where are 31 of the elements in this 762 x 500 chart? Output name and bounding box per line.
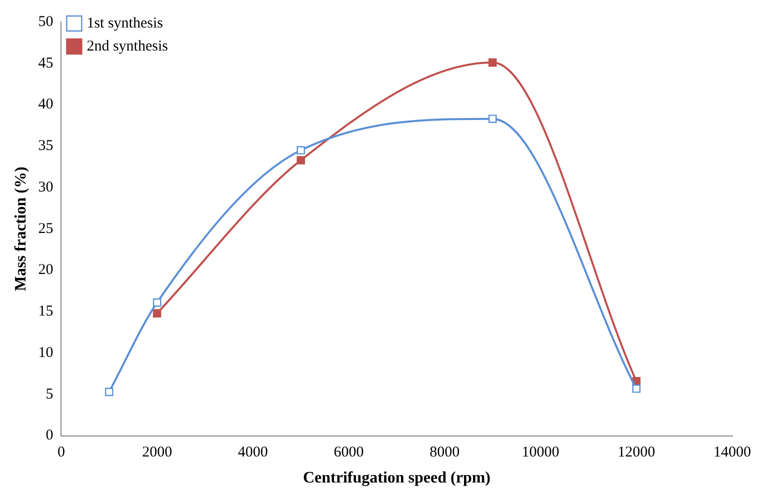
point	[296, 146, 305, 154]
point	[152, 309, 162, 318]
x-tick-label: 10000	[522, 444, 560, 461]
point	[632, 384, 641, 393]
y-tick-label: 20	[38, 262, 54, 278]
y-tick-label: 50	[38, 14, 54, 30]
legend-label: 2nd synthesis	[86, 38, 168, 54]
y-tick-label: 0	[46, 428, 54, 444]
y-tick-label: 30	[38, 179, 54, 196]
y-tick-label: 45	[38, 55, 54, 72]
x-axis-title: Centrifugation speed (rpm)	[302, 470, 490, 487]
legend-label: 1st synthesis	[86, 15, 164, 32]
point	[488, 114, 497, 123]
x-tick-label: 8000	[430, 444, 460, 461]
y-tick-label: 35	[38, 138, 54, 154]
point	[152, 298, 162, 307]
y-tick-label: 40	[38, 96, 54, 113]
point	[296, 156, 305, 164]
x-tick-label: 4000	[238, 444, 268, 461]
y-tick-label: 5	[46, 386, 54, 402]
x-tick-label: 6000	[334, 444, 364, 461]
point	[104, 388, 114, 396]
y-tick-label: 10	[38, 344, 54, 361]
x-tick-label: 12000	[618, 444, 656, 461]
point	[488, 58, 497, 67]
y-tick-label: 15	[38, 304, 54, 320]
x-tick-label: 0	[57, 444, 65, 461]
x-tick-label: 2000	[142, 444, 172, 461]
y-axis-title: Mass fraction (%)	[12, 166, 30, 292]
x-tick-label: 14000	[714, 444, 751, 461]
y-tick-label: 25	[38, 220, 54, 237]
